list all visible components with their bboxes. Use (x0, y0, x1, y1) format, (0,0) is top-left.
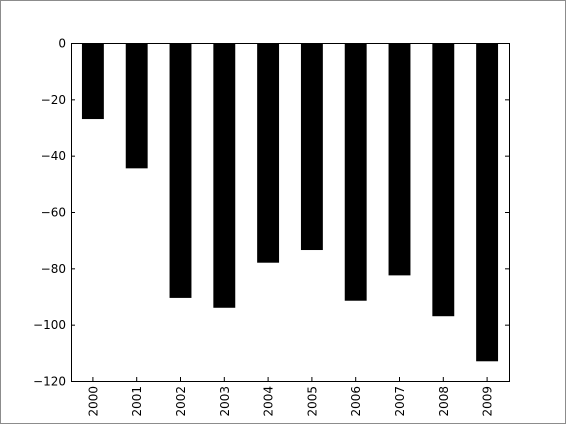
bar-2006 (344, 43, 367, 301)
x-tick-label: 2002 (174, 386, 188, 417)
x-tick-label: 2009 (481, 386, 495, 417)
bar-2004 (257, 43, 280, 263)
x-axis: 2000 2001 2002 2003 2004 2005 2006 2007 2008 2009 (86, 377, 495, 417)
bar-2003 (213, 43, 236, 308)
y-tick-label: −120 (33, 375, 66, 389)
y-tick-label: −20 (41, 93, 66, 107)
bar-2005 (300, 43, 323, 251)
bar-2009 (476, 43, 499, 362)
x-tick-label: 2007 (393, 386, 407, 417)
y-tick-label: −80 (41, 262, 66, 276)
y-tick-label: 0 (58, 37, 66, 51)
x-tick-label: 2008 (437, 386, 451, 417)
x-tick-label: 2003 (218, 386, 232, 417)
bar-2008 (432, 43, 455, 317)
bar-2007 (388, 43, 411, 276)
x-tick-label: 2006 (349, 386, 363, 417)
y-tick-label: −60 (41, 206, 66, 220)
y-axis: 0 −20 −40 −60 −80 −100 −120 (33, 37, 509, 389)
x-tick-label: 2005 (305, 386, 319, 417)
x-tick-label: 2001 (130, 386, 144, 417)
y-tick-label: −40 (41, 149, 66, 163)
bars-group (81, 43, 499, 362)
x-tick-label: 2004 (262, 386, 276, 417)
y-tick-label: −100 (33, 318, 66, 332)
x-tick-label: 2000 (86, 386, 100, 417)
bar-2001 (125, 43, 148, 169)
bar-2002 (169, 43, 192, 298)
bar-2000 (81, 43, 104, 120)
